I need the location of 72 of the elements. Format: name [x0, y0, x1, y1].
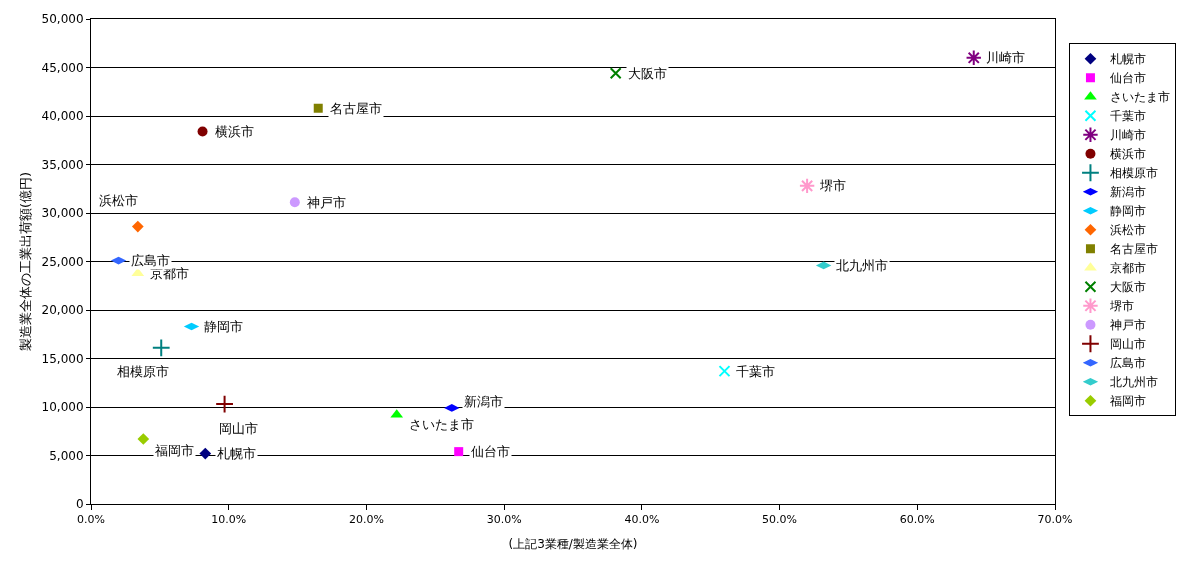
x-tick-label: 60.0%: [899, 513, 935, 527]
y-tick-label: 15,000: [41, 351, 84, 366]
legend-label: 仙台市: [1110, 71, 1147, 86]
y-axis-title: 製造業全体の工業出荷額(億円): [17, 171, 33, 352]
y-tick-label: 25,000: [41, 254, 84, 269]
legend-label: 京都市: [1110, 261, 1147, 276]
x-tick-label: 70.0%: [1037, 513, 1073, 527]
legend-label: さいたま市: [1110, 90, 1171, 105]
y-tick-label: 40,000: [41, 109, 84, 124]
text: 岡山市: [219, 421, 258, 436]
y-tick-label: 10,000: [41, 400, 84, 415]
text: 福岡市: [155, 443, 194, 458]
text: 川崎市: [986, 50, 1025, 65]
point: [718, 365, 731, 378]
point: [137, 433, 150, 445]
legend-label: 横浜市: [1110, 147, 1147, 162]
x-axis-title: (上記3業種/製造業全体): [508, 537, 638, 552]
point: [965, 49, 982, 66]
text: 大阪市: [628, 66, 667, 81]
x-tick-label: 40.0%: [624, 513, 660, 527]
x-tick-label: 0.0%: [77, 513, 105, 527]
text: 新潟市: [464, 394, 503, 409]
legend-label: 大阪市: [1110, 280, 1147, 295]
legend-label: 静岡市: [1110, 204, 1147, 219]
x-tick-label: 10.0%: [211, 513, 247, 527]
text: 千葉市: [736, 364, 775, 379]
y-tick-label: 20,000: [41, 303, 84, 318]
text: さいたま市: [409, 417, 474, 432]
text: 浜松市: [99, 193, 138, 208]
text: 広島市: [131, 253, 170, 268]
text: 仙台市: [471, 444, 510, 459]
text: 京都市: [150, 266, 189, 281]
legend-label: 札幌市: [1110, 52, 1147, 67]
text: 堺市: [820, 178, 846, 193]
text: 札幌市: [217, 446, 256, 461]
y-tick-label: 30,000: [41, 206, 84, 221]
point: [197, 126, 208, 137]
point: [609, 67, 622, 80]
y-tick-label: 50,000: [41, 12, 84, 27]
point: [151, 338, 171, 358]
y-tick-label: 45,000: [41, 60, 84, 75]
text: 名古屋市: [330, 101, 382, 116]
legend-label: 北九州市: [1110, 375, 1159, 390]
legend-label: 千葉市: [1110, 109, 1147, 124]
text: 北九州市: [836, 258, 888, 273]
legend-label: 福岡市: [1110, 394, 1147, 409]
legend-label: 名古屋市: [1110, 242, 1159, 257]
text: 相模原市: [117, 364, 169, 379]
text: 静岡市: [204, 319, 243, 334]
point: [215, 394, 234, 414]
y-tick-label: 0: [75, 497, 84, 512]
point: [313, 103, 323, 113]
x-tick-label: 50.0%: [762, 513, 798, 527]
x-tick-label: 30.0%: [486, 513, 522, 527]
point: [289, 197, 300, 208]
x-tick-label: 20.0%: [348, 513, 384, 527]
legend-label: 岡山市: [1110, 337, 1147, 352]
point: [454, 447, 464, 457]
text: 横浜市: [215, 124, 254, 139]
legend-label: 広島市: [1110, 356, 1147, 371]
text: 神戸市: [307, 195, 346, 210]
legend-label: 堺市: [1109, 299, 1135, 314]
legend-label: 神戸市: [1110, 318, 1147, 333]
point: [199, 447, 212, 460]
legend-label: 浜松市: [1110, 223, 1147, 238]
point: [131, 220, 144, 233]
legend-label: 川崎市: [1110, 128, 1147, 143]
y-tick-label: 5,000: [49, 448, 84, 463]
legend-label: 相模原市: [1110, 166, 1159, 181]
point: [798, 177, 816, 195]
y-tick-label: 35,000: [41, 157, 84, 172]
legend-label: 新潟市: [1110, 185, 1147, 200]
